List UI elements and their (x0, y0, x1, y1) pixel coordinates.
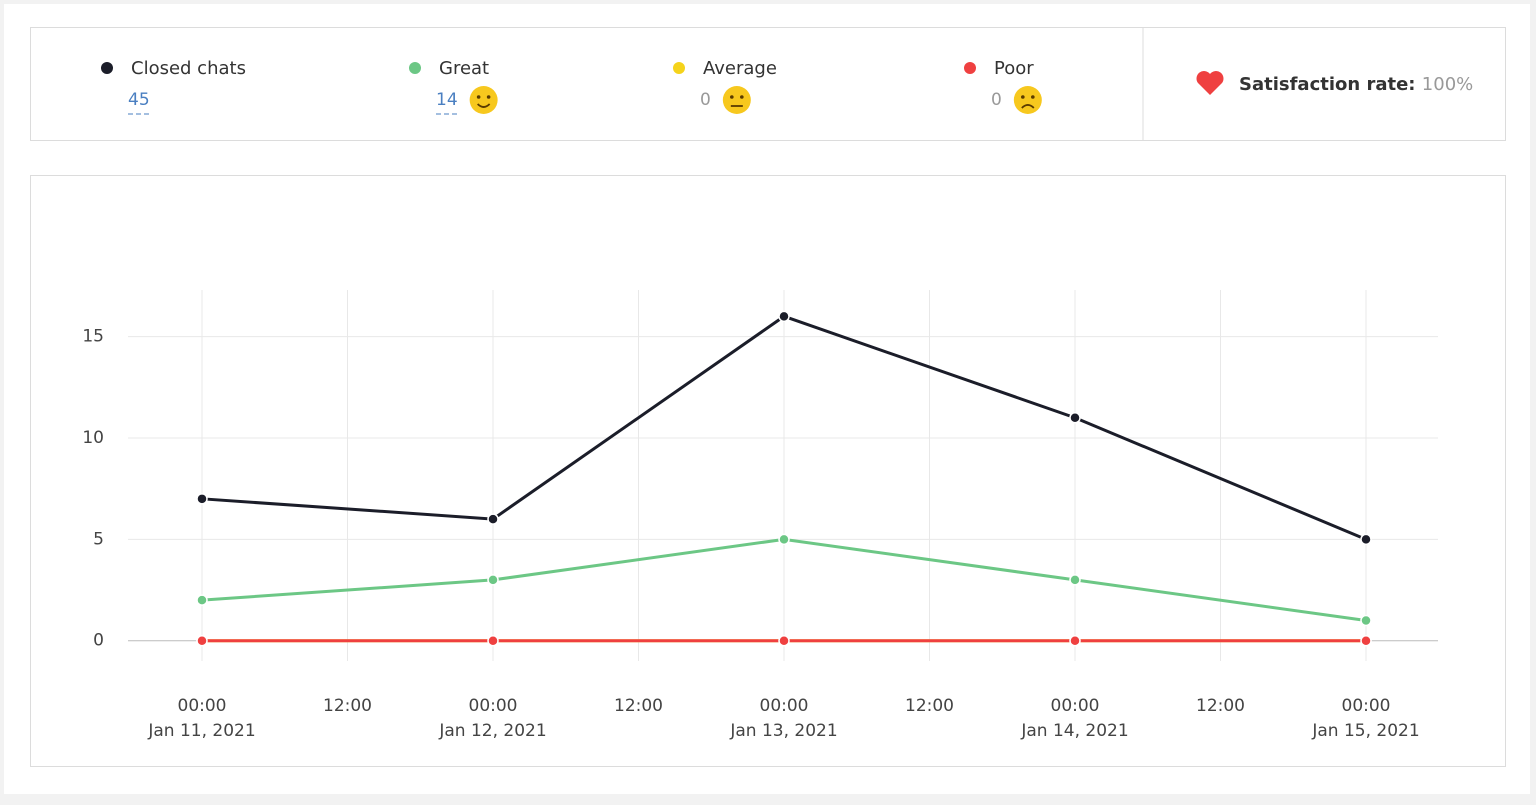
y-tick-label: 10 (82, 428, 104, 448)
emoji-mouth (477, 103, 491, 108)
x-date-label: Jan 15, 2021 (1311, 721, 1419, 741)
x-date-label: Jan 13, 2021 (729, 721, 837, 741)
point (778, 634, 790, 647)
legend-dot (101, 62, 113, 74)
emoji (722, 86, 751, 114)
legend-total: 0 (700, 90, 711, 110)
point (196, 594, 208, 606)
emoji-mouth (1021, 104, 1035, 109)
point (1360, 533, 1372, 546)
point (1360, 634, 1372, 647)
legend-dot (673, 62, 685, 74)
emoji (469, 86, 498, 114)
emoji-eye (486, 95, 491, 99)
legend-dot (409, 62, 421, 74)
point (196, 634, 208, 647)
emoji-eye (740, 95, 744, 99)
satisfaction-label: Satisfaction rate: 100% (1239, 74, 1473, 95)
point (1069, 411, 1081, 424)
x-tick-label: 12:00 (323, 696, 372, 716)
x-tick-label: 12:00 (1196, 696, 1245, 716)
legend-label: Great (439, 58, 489, 79)
point (196, 493, 208, 505)
point (487, 574, 499, 586)
x-date-label: Jan 11, 2021 (147, 721, 255, 741)
x-tick-label: 00:00 (178, 696, 227, 716)
point (487, 634, 499, 647)
point (778, 310, 790, 323)
x-date-label: Jan 12, 2021 (438, 721, 546, 741)
y-tick-label: 5 (93, 529, 104, 549)
point (1069, 634, 1081, 647)
legend-label: Closed chats (131, 58, 246, 79)
x-tick-label: 12:00 (905, 696, 954, 716)
point (487, 513, 499, 525)
emoji-eye (1031, 95, 1035, 99)
x-tick-label: 00:00 (1051, 696, 1100, 716)
point (1069, 574, 1081, 586)
x-tick-label: 00:00 (469, 696, 518, 716)
legend-label: Poor (994, 58, 1034, 79)
legend-total: 0 (991, 90, 1002, 110)
x-date-label: Jan 14, 2021 (1020, 721, 1128, 741)
emoji-eye (476, 95, 481, 99)
point (778, 533, 790, 546)
x-tick-label: 00:00 (1342, 696, 1391, 716)
heart-icon (1196, 71, 1224, 95)
satisfaction-label-text: Satisfaction rate: (1239, 74, 1416, 95)
point (1360, 614, 1372, 627)
emoji-eye (730, 95, 734, 99)
emoji-eye (1021, 95, 1025, 99)
legend-dot (964, 62, 976, 74)
legend-total[interactable]: 14 (436, 90, 458, 110)
legend-label: Average (703, 58, 777, 79)
summary-card (30, 27, 1506, 141)
legend-total[interactable]: 45 (128, 90, 150, 110)
satisfaction-value: 100% (1422, 74, 1473, 95)
x-tick-label: 12:00 (614, 696, 663, 716)
x-tick-label: 00:00 (760, 696, 809, 716)
y-tick-label: 15 (82, 327, 104, 347)
chart-card (30, 175, 1506, 767)
y-tick-label: 0 (93, 631, 104, 651)
emoji (1013, 86, 1042, 114)
